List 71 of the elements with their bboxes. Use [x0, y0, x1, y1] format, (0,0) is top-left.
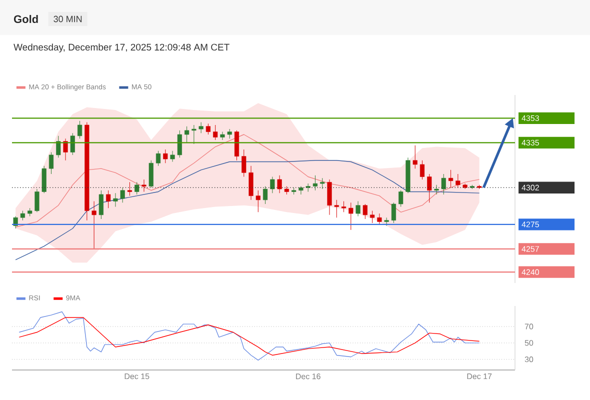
line-series — [18, 311, 480, 361]
candlestick — [248, 166, 254, 200]
candlestick — [448, 170, 454, 188]
candlestick — [441, 174, 446, 195]
candlestick — [156, 150, 161, 166]
y-tick-label: 50 — [524, 340, 534, 346]
candlestick — [420, 160, 425, 180]
candlestick — [227, 128, 232, 139]
candlestick — [192, 124, 196, 144]
y-tick-label: 4240 — [522, 269, 540, 275]
candlestick — [213, 124, 218, 140]
candlestick — [148, 160, 154, 188]
candlestick — [98, 190, 104, 220]
y-tick-label: 4353 — [522, 115, 539, 121]
candlestick — [412, 145, 418, 169]
candlestick — [20, 210, 25, 221]
y-tick-label: 4257 — [522, 246, 539, 252]
candlestick — [106, 190, 111, 208]
candlestick — [34, 188, 40, 212]
candlestick — [320, 178, 325, 190]
candlestick — [398, 190, 404, 207]
candlestick — [377, 213, 382, 225]
candlestick — [206, 123, 210, 135]
candlestick — [198, 122, 204, 134]
candlestick — [362, 204, 368, 220]
y-tick-label: 70 — [524, 324, 534, 330]
candlestick — [270, 176, 275, 194]
candlestick — [42, 166, 46, 194]
candlestick — [384, 217, 389, 226]
candlestick — [134, 182, 140, 195]
candlestick — [70, 132, 75, 156]
candlestick — [77, 120, 82, 139]
candlestick — [298, 186, 304, 195]
candlestick — [113, 192, 118, 207]
candlestick — [370, 210, 375, 224]
y-tick-label: 4335 — [522, 140, 539, 146]
candlestick — [262, 186, 268, 204]
candlestick — [456, 174, 460, 188]
chart-subtitle: Wednesday, December 17, 2025 12:09:48 AM CET — [14, 44, 230, 52]
x-tick-label: Dec 17 — [467, 374, 492, 380]
text: 30 MIN — [54, 16, 82, 22]
candlestick — [48, 152, 54, 174]
candlestick — [341, 201, 346, 212]
candlestick — [184, 126, 190, 143]
candlestick — [277, 175, 282, 194]
candlestick — [348, 202, 354, 230]
candlestick — [242, 149, 246, 177]
candlestick — [63, 138, 68, 161]
y-tick-label: 4275 — [522, 222, 539, 228]
candlestick — [56, 136, 61, 158]
x-tick-label: Dec 15 — [124, 374, 150, 380]
chart-title: Gold — [14, 14, 38, 24]
candlestick — [334, 200, 339, 218]
candlestick — [434, 184, 439, 195]
candlestick — [92, 201, 96, 250]
candlestick — [220, 132, 225, 140]
candlestick — [356, 201, 360, 216]
candlestick — [142, 179, 146, 192]
y-tick-label: 4302 — [522, 184, 539, 190]
candlestick — [120, 187, 125, 203]
candlestick — [327, 179, 332, 216]
x-tick-label: Dec 16 — [296, 374, 320, 380]
candlestick — [170, 150, 175, 162]
candlestick — [256, 190, 260, 212]
candlestick — [427, 174, 432, 203]
candlestick — [312, 175, 318, 191]
candlestick — [177, 130, 182, 158]
candlestick — [127, 182, 132, 196]
y-tick-label: 30 — [524, 356, 534, 362]
candlestick — [163, 149, 168, 164]
candlestick — [391, 202, 396, 224]
